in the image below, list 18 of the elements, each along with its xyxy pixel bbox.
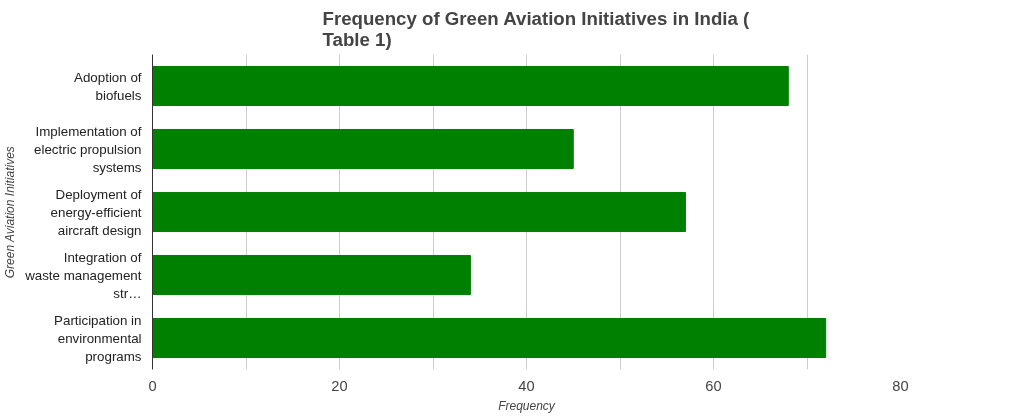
x-tick-label: 40 xyxy=(518,377,535,394)
x-tick-label: 60 xyxy=(705,377,722,394)
bar xyxy=(152,128,574,170)
y-tick-label: Implementation of electric propulsion systems xyxy=(34,123,142,175)
chart-title: Frequency of Green Aviation Initiatives in India ( Table 1) xyxy=(322,7,751,50)
bar xyxy=(152,191,686,233)
bar xyxy=(152,65,789,107)
y-tick-label: Integration of waste management str… xyxy=(24,249,142,301)
bar xyxy=(152,317,827,359)
x-tick-label: 0 xyxy=(148,377,157,394)
x-axis-title: Frequency xyxy=(498,398,556,413)
y-tick-label: Deployment of energy-efficient aircraft design xyxy=(50,186,142,238)
bar xyxy=(152,254,471,296)
y-axis-title: Green Aviation Initiatives xyxy=(3,146,18,279)
x-tick-label: 20 xyxy=(331,377,348,394)
x-tick-label: 80 xyxy=(892,377,909,394)
y-tick-label: Adoption of biofuels xyxy=(74,69,142,103)
y-tick-label: Participation in environmental programs xyxy=(54,312,142,364)
